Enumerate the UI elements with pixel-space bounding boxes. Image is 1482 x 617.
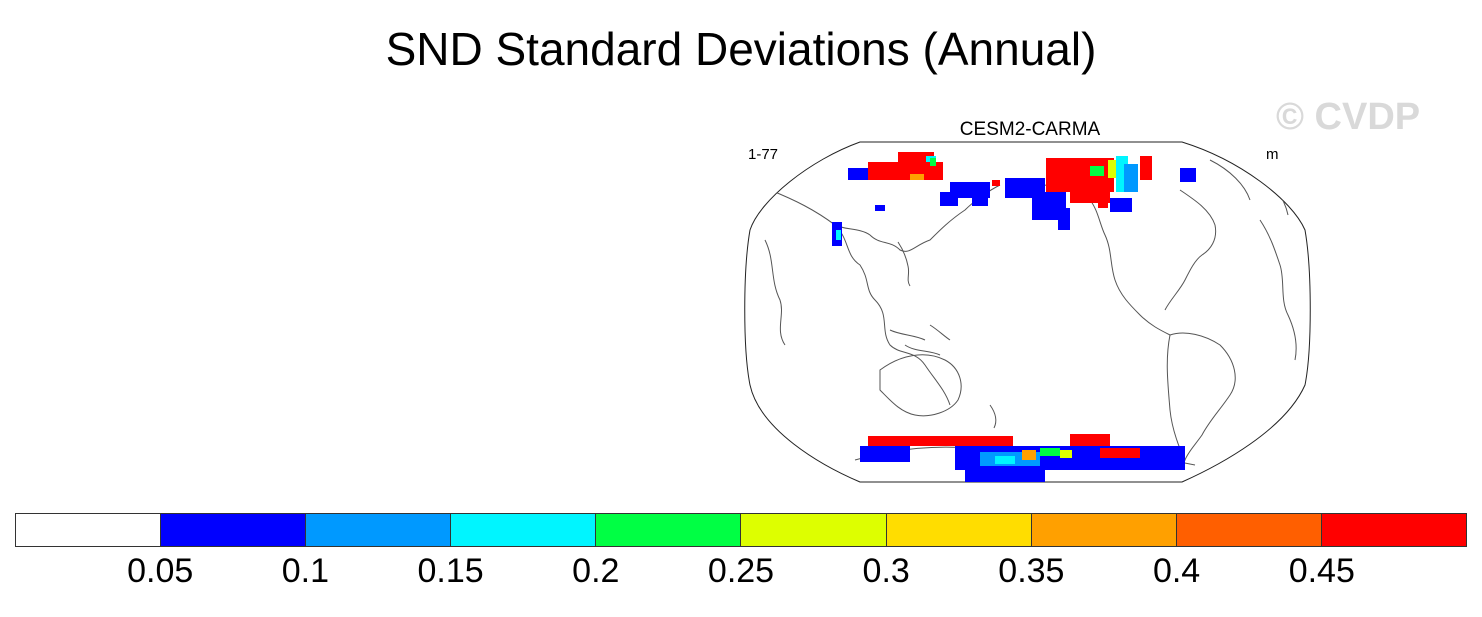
years-label: 1-77 (748, 146, 779, 163)
snow-patch-eurasia-red-1 (868, 162, 943, 180)
panel-title: CESM2-CARMA (959, 119, 1101, 140)
colorbar-tick-label: 0.45 (1288, 552, 1355, 590)
colorbar (15, 513, 1467, 547)
snow-patch-greenland-red (1140, 156, 1152, 180)
snow-patch-eurasia-red-2 (898, 152, 934, 164)
snow-patch-eurasia-green (930, 158, 936, 166)
coastline-japan (897, 241, 911, 287)
snow-patch-canada-red-2 (1070, 185, 1110, 203)
coastline-indonesia (889, 324, 951, 356)
colorbar-tick-label: 0.05 (127, 552, 194, 590)
snow-patch-antarctica-green (1040, 448, 1060, 456)
snow-patch-antarctica-red-2 (1070, 434, 1110, 448)
colorbar-tick-label: 0.25 (707, 552, 775, 590)
snow-patch-antarctica-blue-3 (965, 466, 1045, 482)
colorbar-swatch-6 (886, 514, 1032, 546)
snow-patch-antarctica-orange (1022, 450, 1036, 460)
coastline-australia (879, 354, 962, 417)
units-label: m (1266, 146, 1279, 163)
snow-patch-antarctica-cyan (995, 456, 1015, 464)
snow-patch-siberia-3 (972, 196, 988, 206)
snow-patch-eurasia-blue (848, 168, 873, 180)
snow-patch-canada-green (1090, 166, 1104, 176)
colorbar-tick-label: 0.35 (998, 552, 1065, 590)
cvdp-watermark: © CVDP (1276, 96, 1421, 138)
snow-patch-antarctica-red-3 (1100, 448, 1140, 458)
snow-patch-greenland-lightblue (1124, 164, 1138, 192)
coastline-europe-africa (1259, 219, 1297, 361)
colorbar-ticks: 0.05 0.1 0.15 0.2 0.25 0.3 0.35 0.4 0.45 (15, 552, 1467, 596)
colorbar-swatch-5 (741, 514, 887, 546)
snow-patch-canada-yellow (1108, 160, 1116, 178)
snow-patch-antarctica-yellow (1060, 450, 1072, 458)
snow-patch-siberia-1 (950, 182, 990, 198)
colorbar-tick-label: 0.3 (862, 552, 910, 590)
snow-patch-antarctica-blue-1 (860, 446, 910, 462)
snow-patch-japan (875, 205, 885, 211)
colorbar-tick-label: 0.15 (417, 552, 484, 590)
coastline-south-america (1166, 332, 1236, 462)
colorbar-swatch-1 (161, 514, 307, 546)
colorbar-swatch-4 (596, 514, 742, 546)
snow-patch-labrador-red (1098, 202, 1108, 208)
data-layer (832, 152, 1196, 482)
colorbar-swatch-7 (1031, 514, 1177, 546)
snow-patch-labrador (1110, 198, 1132, 212)
world-map (744, 141, 1311, 483)
coastline-west (764, 239, 786, 346)
colorbar-swatch-3 (451, 514, 597, 546)
snow-patch-eurasia-orange (910, 174, 924, 180)
colorbar-tick-label: 0.4 (1152, 552, 1201, 590)
colorbar-tick-label: 0.2 (572, 552, 620, 590)
snow-patch-alaska-3 (1058, 208, 1070, 230)
snow-patch-antarctica-red (868, 436, 1013, 446)
snow-patch-siberia-2 (940, 192, 958, 206)
colorbar-swatch-0 (16, 514, 162, 546)
colorbar-swatch-8 (1176, 514, 1322, 546)
snow-patch-siberia-red (992, 180, 1000, 186)
snow-patch-kamchatka-cyan (836, 230, 841, 240)
figure-title: SND Standard Deviations (Annual) (385, 23, 1097, 75)
coastline-new-zealand (989, 404, 997, 429)
snow-patch-scandinavia (1180, 168, 1196, 182)
colorbar-tick-label: 0.1 (281, 552, 330, 590)
colorbar-swatch-2 (306, 514, 452, 546)
colorbar-swatch-9 (1321, 514, 1466, 546)
